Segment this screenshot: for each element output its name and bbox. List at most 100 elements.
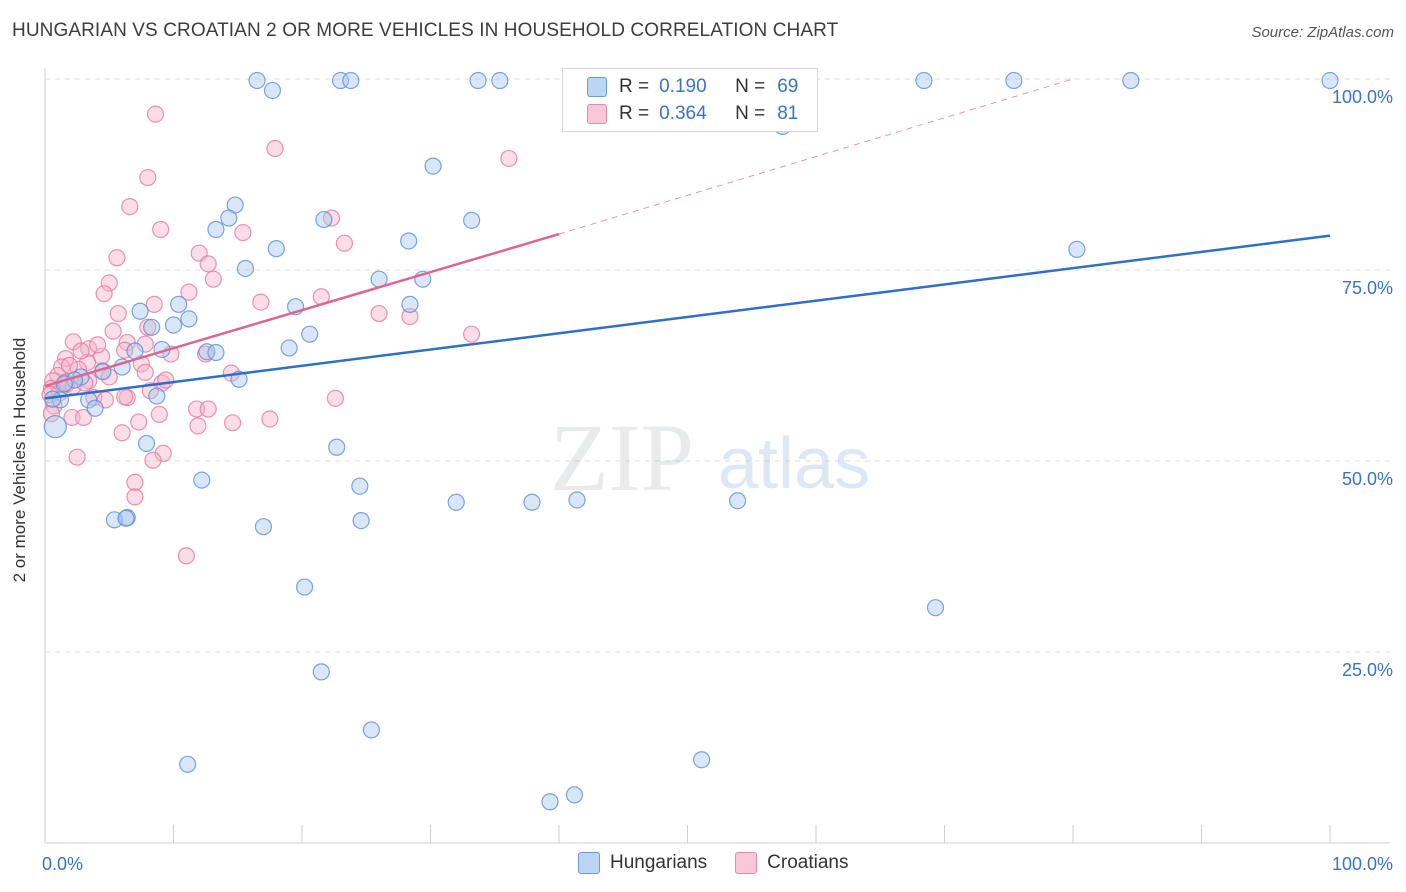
croatian-point [126, 488, 144, 506]
hungarians-swatch [578, 852, 600, 874]
bottom-legend: Hungarians Croatians [578, 852, 877, 874]
hungarian-point [693, 751, 711, 769]
grid-layer [45, 78, 1390, 653]
legend-r-value: 0.190 [659, 76, 707, 97]
croatian-point [370, 304, 388, 323]
hungarian-point [193, 471, 211, 489]
croatian-point [136, 335, 154, 353]
croatian-point [74, 408, 93, 427]
croatian-point [500, 149, 518, 168]
hungarian-point [352, 511, 370, 530]
croatian-point [157, 371, 175, 389]
bottom-legend-hungarians[interactable]: Hungarians [578, 852, 707, 874]
legend-row-hungarians: R = 0.190 N = 69 [587, 75, 798, 99]
legend-n-key: N = [735, 103, 766, 124]
croatian-point [326, 389, 345, 407]
y-tick-label: 25.0% [1342, 660, 1393, 680]
hungarian-point [86, 399, 104, 417]
hungarian-point [131, 302, 149, 320]
croatian-point [109, 304, 127, 323]
legend-n-key: N = [735, 76, 766, 97]
croatian-point [121, 197, 139, 216]
croatians-trend-extension [558, 78, 1074, 235]
croatian-point [108, 249, 126, 267]
croatian-point [204, 270, 222, 288]
hungarian-point [117, 509, 135, 527]
croatian-point [139, 318, 157, 336]
croatian-point [401, 308, 419, 326]
croatian-point [144, 451, 162, 469]
croatian-point [252, 293, 270, 311]
hungarian-point [179, 755, 197, 773]
hungarian-point [926, 599, 945, 617]
hungarians-points [43, 71, 1339, 811]
hungarian-point [207, 343, 225, 362]
hungarian-point [541, 793, 559, 811]
croatian-point [152, 220, 170, 239]
hungarian-point [315, 210, 333, 229]
hungarian-point [301, 325, 319, 343]
y-tick-label: 75.0% [1342, 278, 1393, 298]
croatian-point [463, 325, 481, 343]
legend-n-value: 69 [777, 76, 799, 97]
axes-layer [44, 68, 1390, 844]
legend-r-key: R = [619, 76, 650, 97]
bottom-legend-croatians[interactable]: Croatians [735, 852, 849, 874]
hungarian-point [44, 390, 62, 408]
hungarian-point [1122, 71, 1140, 90]
hungarian-point [328, 438, 346, 456]
hungarians-label: Hungarians [610, 852, 708, 873]
croatian-point [180, 283, 198, 301]
hungarian-point [143, 318, 161, 336]
croatian-point [139, 168, 157, 187]
legend-row-croatians: R = 0.364 N = 81 [587, 102, 798, 126]
hungarian-point [170, 295, 188, 313]
hungarian-point [1005, 71, 1023, 90]
y-tick-label: 50.0% [1342, 469, 1393, 489]
croatian-point [150, 405, 168, 423]
croatian-point [261, 410, 279, 428]
croatian-point [145, 295, 163, 313]
croatians-label: Croatians [767, 852, 849, 873]
legend-swatch-hungarians [587, 77, 607, 97]
hungarian-point [568, 491, 586, 509]
hungarian-point [43, 415, 67, 439]
hungarian-point [207, 220, 225, 239]
y-tick-label: 100.0% [1332, 87, 1393, 107]
croatian-point [100, 274, 118, 292]
legend-box: R = 0.190 N = 69 R = 0.364 N = 81 [562, 68, 818, 132]
legend-n-value: 81 [777, 103, 799, 124]
croatians-trend-line [44, 232, 560, 388]
tick-labels: 25.0% 50.0% 75.0% 100.0% 0.0% 100.0% [42, 87, 1393, 874]
hungarian-point [280, 339, 298, 357]
croatian-point [113, 424, 131, 442]
hungarian-point [447, 493, 465, 511]
croatian-point [95, 285, 113, 303]
hungarian-point [236, 259, 255, 278]
croatian-point [89, 336, 107, 354]
croatian-point [199, 255, 217, 273]
croatian-point [224, 414, 242, 432]
source-label: Source: ZipAtlas.com [1251, 24, 1394, 41]
hungarian-point [180, 310, 198, 328]
croatian-point [42, 405, 61, 423]
hungarian-point [915, 71, 933, 90]
croatian-point [130, 413, 148, 431]
hungarian-point [118, 508, 136, 527]
hungarian-point [267, 240, 285, 258]
croatians-swatch [735, 852, 758, 874]
hungarian-point [351, 477, 369, 495]
croatian-point [199, 400, 217, 418]
hungarian-point [463, 211, 481, 229]
hungarian-point [342, 71, 360, 90]
croatian-point [116, 388, 134, 406]
hungarian-point [565, 786, 584, 804]
croatian-point [266, 139, 284, 158]
hungarian-point [295, 578, 314, 596]
hungarian-point [523, 493, 541, 511]
hungarian-point [254, 518, 273, 536]
hungarian-point [220, 209, 238, 227]
croatians-points [41, 105, 518, 565]
x-tick-label: 0.0% [42, 854, 83, 874]
